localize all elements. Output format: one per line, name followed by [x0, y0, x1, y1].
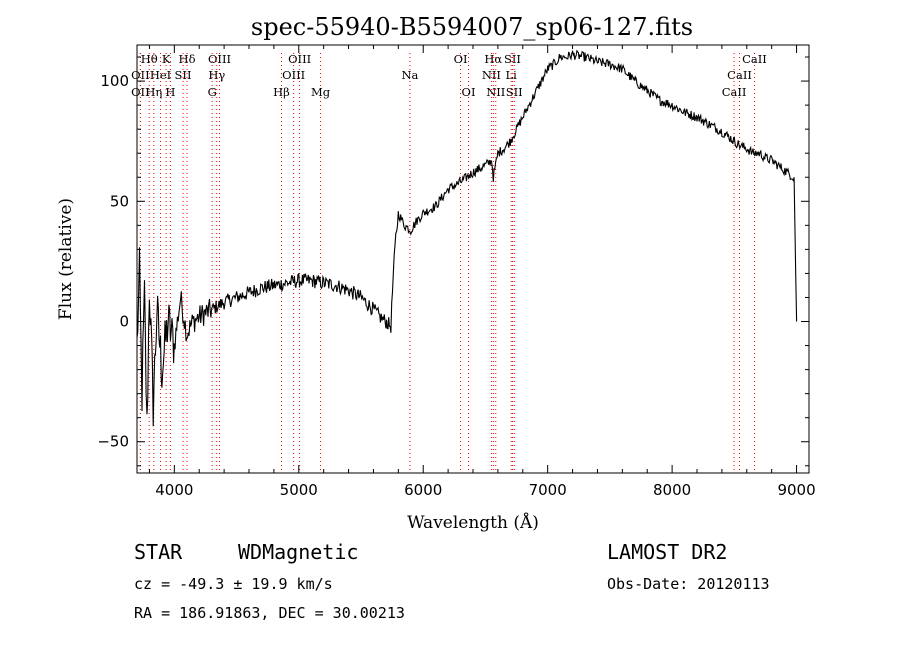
object-subclass: WDMagnetic [238, 540, 359, 564]
marker-label: OIII [288, 52, 311, 66]
y-tick-label: −50 [97, 433, 129, 451]
spectrum-series-line [136, 49, 798, 427]
marker-label: CaII [727, 68, 752, 82]
x-tick-label: 8000 [653, 481, 691, 499]
y-tick-label: 50 [110, 192, 129, 210]
marker-label: OI [454, 52, 468, 66]
marker-label: Na [401, 68, 418, 82]
marker-label: OII [131, 68, 150, 82]
plot-frame [136, 44, 810, 474]
marker-label: K [162, 52, 171, 66]
marker-label: Hβ [273, 85, 290, 99]
marker-label: Hγ [208, 68, 225, 82]
marker-label: CaII [742, 52, 767, 66]
redshift-velocity: cz = -49.3 ± 19.9 km/s [134, 575, 333, 593]
marker-label: SII [175, 68, 192, 82]
marker-label: G [208, 85, 217, 99]
marker-label: Mg [311, 85, 331, 99]
y-tick-label: 100 [100, 72, 129, 90]
y-tick-label: 0 [119, 313, 129, 331]
marker-label: NII [482, 68, 501, 82]
marker-label: SII [504, 52, 521, 66]
observation-date: Obs-Date: 20120113 [607, 575, 770, 593]
x-tick-label: 7000 [529, 481, 567, 499]
marker-label: Hα [484, 52, 502, 66]
y-axis-label: Flux (relative) [56, 198, 76, 320]
chart-title: spec-55940-B5594007_sp06-127.fits [251, 13, 693, 41]
object-class: STAR [134, 540, 183, 564]
marker-label: HeI [150, 68, 171, 82]
marker-label: OII [131, 85, 150, 99]
marker-label: CaII [722, 85, 747, 99]
x-axis-label: Wavelength (Å) [407, 512, 539, 533]
marker-label: H [165, 85, 175, 99]
x-tick-label: 6000 [404, 481, 442, 499]
survey-name: LAMOST DR2 [607, 540, 728, 564]
marker-label: OIII [208, 52, 231, 66]
marker-label: OI [462, 85, 476, 99]
marker-label: OIII [282, 68, 305, 82]
marker-label: Li [506, 68, 518, 82]
marker-label: Hδ [179, 52, 196, 66]
x-tick-label: 5000 [280, 481, 318, 499]
marker-label: Hθ [141, 52, 158, 66]
x-tick-label: 4000 [155, 481, 193, 499]
marker-label: SII [506, 85, 523, 99]
marker-label: Hη [145, 85, 162, 99]
axis-ticks: 4000 5000 6000 7000 8000 9000 −50 0 50 100 [97, 45, 816, 499]
x-tick-label: 9000 [777, 481, 815, 499]
sky-coordinates: RA = 186.91863, DEC = 30.00213 [134, 604, 405, 622]
marker-label: NII [486, 85, 505, 99]
